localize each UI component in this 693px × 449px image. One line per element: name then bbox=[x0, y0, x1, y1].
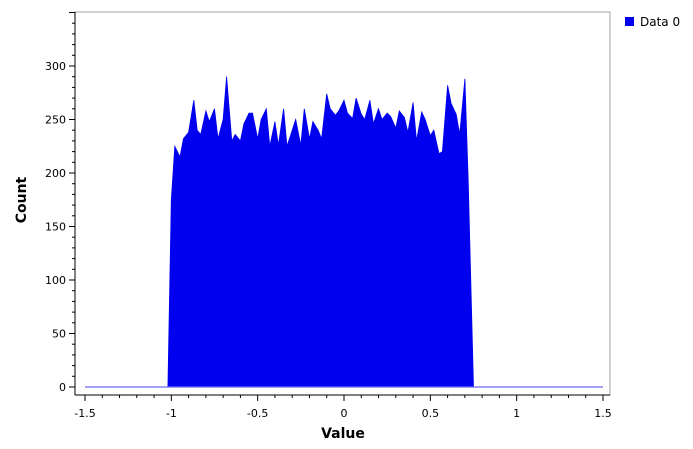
y-tick-label: 300 bbox=[45, 60, 66, 73]
legend-label: Data 0 bbox=[640, 15, 680, 29]
y-tick-label: 250 bbox=[45, 114, 66, 127]
legend: Data 0 bbox=[625, 15, 680, 29]
series-area-data-0 bbox=[85, 76, 603, 388]
x-tick-label: -0.5 bbox=[247, 407, 268, 420]
y-axis: 0 50 100 150 200 250 300 bbox=[45, 12, 76, 395]
y-tick-label: 150 bbox=[45, 221, 66, 234]
x-tick-label: 1.5 bbox=[594, 407, 612, 420]
y-tick-label: 200 bbox=[45, 167, 66, 180]
y-tick-label: 0 bbox=[59, 381, 66, 394]
x-axis: -1.5 -1 -0.5 0 0.5 1 1.5 bbox=[74, 394, 612, 420]
x-tick-label: -1.5 bbox=[74, 407, 95, 420]
x-tick-label: 0.5 bbox=[422, 407, 440, 420]
y-tick-label: 100 bbox=[45, 274, 66, 287]
x-axis-title: Value bbox=[321, 426, 365, 442]
x-tick-label: 0 bbox=[341, 407, 348, 420]
x-tick-label: -1 bbox=[166, 407, 177, 420]
y-tick-label: 50 bbox=[52, 328, 66, 341]
y-axis-title: Count bbox=[14, 176, 30, 223]
legend-swatch bbox=[625, 17, 634, 26]
x-tick-label: 1 bbox=[513, 407, 520, 420]
area-layer bbox=[85, 76, 603, 388]
